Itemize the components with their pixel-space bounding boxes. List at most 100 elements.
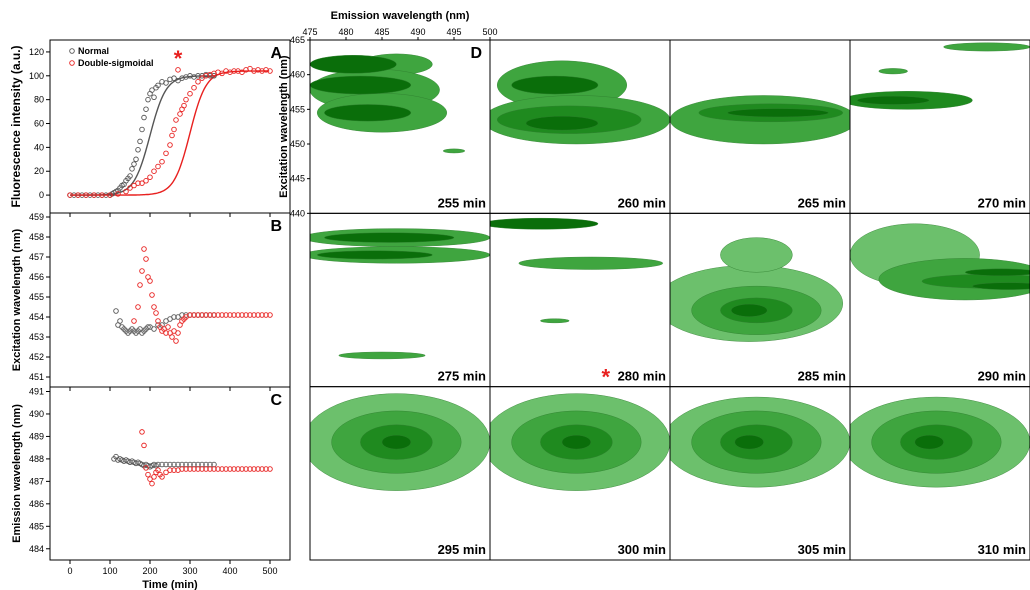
data-point [247, 466, 253, 472]
contour-blob [943, 42, 1030, 52]
contour-blobs [490, 60, 670, 145]
data-point [199, 75, 205, 81]
contour-blobs [850, 223, 1030, 301]
panel-a: 0 20 40 60 80 100 120 Fluorescence intensity (a… [9, 39, 291, 217]
cell-frame [849, 386, 1030, 561]
data-point [135, 180, 141, 186]
contour-blob [511, 75, 599, 95]
cell-frame [489, 212, 671, 388]
d-x-tick-label: 485 [374, 27, 389, 37]
data-point [155, 318, 161, 324]
contour-blob [540, 318, 570, 324]
d-x-tick-label: 480 [338, 27, 353, 37]
x-tick-label: 300 [182, 566, 197, 576]
contour-cell: 310 min [849, 386, 1030, 561]
y-tick-label: 458 [29, 232, 44, 242]
data-point [247, 312, 253, 318]
contour-cell: 285 min [669, 212, 851, 388]
d-y-tick-label: 455 [290, 104, 305, 114]
data-point [155, 82, 161, 89]
data-point [139, 180, 145, 186]
data-point [223, 466, 229, 472]
y-tick-label: 485 [29, 521, 44, 531]
data-point [107, 192, 113, 198]
time-label: 265 min [798, 195, 846, 210]
data-point [167, 461, 173, 468]
x-tick-label: 0 [67, 566, 72, 576]
data-point [175, 330, 181, 336]
time-label: 305 min [798, 542, 846, 557]
data-point [145, 96, 151, 103]
data-point [243, 312, 249, 318]
contour-blob [561, 435, 591, 450]
data-point [219, 312, 225, 318]
data-point [207, 312, 213, 318]
y-tick-label: 453 [29, 332, 44, 342]
contour-cell: 275 min [309, 212, 491, 388]
data-point [255, 466, 261, 472]
data-point [149, 87, 155, 93]
contour-blob [525, 116, 599, 131]
data-point [99, 192, 105, 198]
data-point [115, 191, 121, 197]
data-point [163, 461, 169, 468]
data-point [167, 142, 173, 148]
y-tick-label: 40 [34, 142, 44, 152]
data-point [155, 461, 161, 468]
data-point [165, 324, 171, 330]
panel-letter: D [470, 45, 482, 62]
time-label: 310 min [978, 542, 1026, 557]
x-axis-label: Time (min) [142, 579, 198, 590]
data-point [133, 156, 139, 163]
data-point [171, 467, 177, 473]
y-tick-label: 456 [29, 272, 44, 282]
data-point [87, 192, 93, 198]
data-point [131, 318, 137, 324]
data-point [195, 73, 201, 79]
y-tick-label: 487 [29, 476, 44, 486]
contour-blob [443, 148, 466, 154]
y-tick-label: 491 [29, 386, 44, 396]
time-label: 260 min [618, 195, 666, 210]
panel-letter: C [270, 392, 282, 409]
y-tick-label: 490 [29, 409, 44, 419]
data-point [131, 161, 137, 167]
data-point [143, 465, 149, 471]
data-point [183, 96, 189, 103]
data-point [251, 466, 257, 472]
y-tick-label: 0 [39, 190, 44, 200]
contour-cell: 295 min [309, 386, 491, 561]
contour-blob [518, 256, 663, 270]
axes-frame [49, 386, 291, 561]
time-label: 255 min [438, 195, 486, 210]
cell-frame [849, 39, 1030, 214]
contour-blob [857, 95, 930, 105]
data-point [117, 318, 123, 324]
legend-label: Double-sigmoidal [78, 58, 154, 68]
data-point [259, 466, 265, 472]
data-point [195, 466, 201, 472]
data-point [169, 334, 175, 340]
legend-marker [69, 48, 75, 54]
data-point [251, 312, 257, 318]
y-tick-label: 455 [29, 292, 44, 302]
data-point [181, 102, 187, 109]
y-tick-label: 457 [29, 252, 44, 262]
data-point [263, 312, 269, 318]
data-point [187, 312, 193, 318]
data-point [163, 469, 169, 476]
contour-blobs [310, 53, 466, 154]
contour-cell: 300 min [489, 386, 671, 561]
annotation-star: * [601, 365, 610, 390]
y-tick-label: 452 [29, 352, 44, 362]
data-point [187, 90, 193, 97]
data-point [239, 69, 245, 75]
data-point [155, 467, 161, 473]
contour-blob [727, 108, 829, 118]
time-label: 280 min [618, 369, 666, 384]
y-tick-label: 120 [29, 47, 44, 57]
data-point [171, 126, 177, 133]
y-axis-label: Excitation wavelength (nm) [11, 228, 23, 371]
